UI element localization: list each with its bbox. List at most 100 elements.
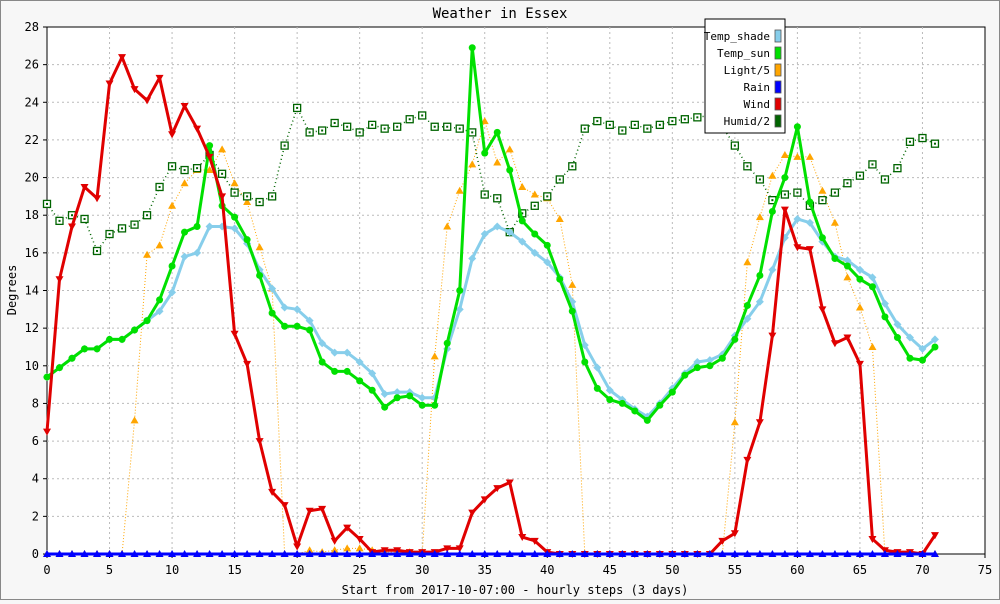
point-temp-sun: [381, 403, 389, 411]
point-rain: [180, 550, 189, 557]
point-temp-sun: [531, 230, 539, 238]
point-rain: [580, 550, 589, 557]
point-temp-shade: [743, 314, 752, 323]
point-humid-2-dot: [83, 217, 86, 220]
point-light-5: [743, 258, 752, 266]
point-light-5: [468, 160, 477, 168]
x-tick-label: 75: [978, 563, 992, 577]
point-temp-shade: [193, 248, 202, 257]
point-wind: [118, 54, 127, 62]
point-humid-2-dot: [908, 140, 911, 143]
point-temp-shade: [605, 386, 614, 395]
point-rain: [430, 550, 439, 557]
point-temp-shade: [518, 237, 527, 246]
point-wind: [280, 502, 289, 510]
point-rain: [605, 550, 614, 557]
point-temp-sun: [756, 271, 764, 279]
point-light-5: [555, 214, 564, 222]
point-temp-shade: [268, 284, 277, 293]
x-axis-label: Start from 2017-10-07:00 - hourly steps …: [342, 583, 689, 597]
point-light-5: [430, 352, 439, 360]
point-temp-sun: [118, 335, 126, 343]
point-humid-2-dot: [583, 127, 586, 130]
point-humid-2-dot: [221, 172, 224, 175]
point-temp-shade: [505, 228, 514, 237]
point-rain: [343, 550, 352, 557]
point-wind: [443, 545, 452, 553]
point-temp-shade: [930, 335, 939, 344]
point-light-5: [530, 190, 539, 198]
point-humid-2-dot: [558, 178, 561, 181]
point-rain: [405, 550, 414, 557]
point-temp-sun: [181, 228, 189, 236]
point-wind: [43, 428, 51, 436]
point-light-5: [243, 198, 252, 206]
point-rain: [830, 550, 839, 557]
point-light-5: [218, 145, 227, 153]
point-rain: [555, 550, 564, 557]
point-temp-shade: [805, 218, 814, 227]
point-temp-sun: [331, 367, 339, 375]
legend-label: Rain: [744, 81, 771, 94]
point-temp-shade: [868, 273, 877, 282]
point-temp-shade: [455, 305, 464, 314]
point-rain: [780, 550, 789, 557]
point-temp-sun: [156, 296, 164, 304]
point-wind: [80, 183, 89, 191]
point-wind: [305, 507, 314, 515]
point-temp-sun: [256, 271, 264, 279]
point-temp-sun: [718, 354, 726, 362]
point-temp-sun: [668, 388, 676, 396]
point-light-5: [155, 241, 164, 249]
series-humid-2: [42, 103, 940, 256]
x-tick-label: 20: [290, 563, 304, 577]
y-tick-label: 28: [25, 20, 39, 34]
point-rain: [293, 550, 302, 557]
point-temp-sun: [468, 44, 476, 52]
point-temp-shade: [393, 388, 402, 397]
x-tick-label: 65: [853, 563, 867, 577]
point-temp-shade: [230, 224, 239, 233]
point-rain: [793, 550, 802, 557]
legend-swatch: [774, 97, 782, 111]
point-humid-2-dot: [333, 121, 336, 124]
point-temp-shade: [380, 390, 389, 399]
point-wind: [343, 524, 352, 532]
series-temp-sun: [43, 44, 939, 424]
point-humid-2-dot: [683, 118, 686, 121]
point-rain: [93, 550, 102, 557]
point-rain: [355, 550, 364, 557]
point-temp-sun: [693, 364, 701, 372]
point-temp-sun: [631, 407, 639, 415]
point-wind: [518, 534, 527, 542]
point-rain: [693, 550, 702, 557]
legend-swatch: [774, 46, 782, 60]
point-humid-2-dot: [758, 178, 761, 181]
point-light-5: [505, 145, 514, 153]
point-humid-2-dot: [196, 167, 199, 170]
y-tick-label: 16: [25, 246, 39, 260]
point-temp-sun: [781, 174, 789, 182]
point-rain: [443, 550, 452, 557]
point-temp-sun: [56, 364, 64, 372]
point-temp-sun: [893, 334, 901, 342]
point-light-5: [855, 303, 864, 311]
point-humid-2-dot: [896, 167, 899, 170]
point-rain: [630, 550, 639, 557]
point-wind: [105, 80, 114, 88]
point-humid-2-dot: [871, 163, 874, 166]
point-light-5: [830, 218, 839, 226]
point-temp-shade: [318, 339, 327, 348]
point-temp-sun: [643, 416, 651, 424]
point-temp-sun: [293, 322, 301, 330]
point-light-5: [755, 213, 764, 221]
point-rain: [543, 550, 552, 557]
point-humid-2-dot: [71, 214, 74, 217]
point-rain: [705, 550, 714, 557]
legend-swatch: [774, 29, 782, 43]
y-tick-label: 14: [25, 284, 39, 298]
point-rain: [193, 550, 202, 557]
point-temp-shade: [543, 258, 552, 267]
point-rain: [643, 550, 652, 557]
